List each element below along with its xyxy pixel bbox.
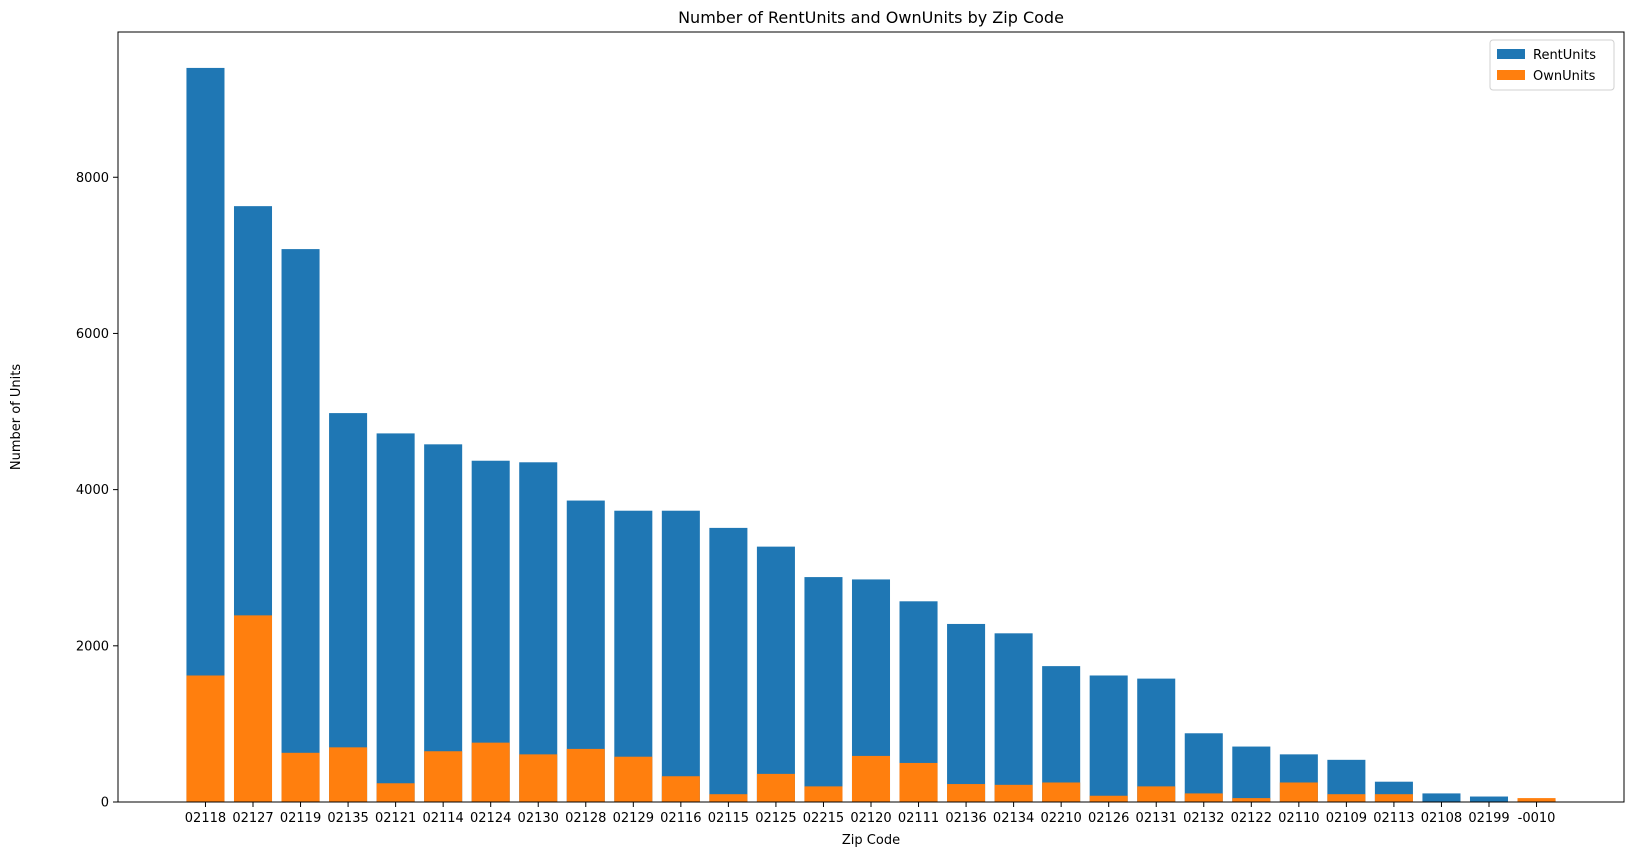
- bar-rentunits-02131: [1137, 678, 1176, 802]
- bar-ownunits-02131: [1137, 786, 1176, 802]
- x-tick-label: 02108: [1421, 811, 1462, 826]
- bar-ownunits-02130: [519, 754, 558, 802]
- bar-ownunits-02129: [614, 756, 653, 802]
- y-axis-label: Number of Units: [9, 364, 24, 470]
- x-axis-label: Zip Code: [842, 833, 900, 848]
- bar-ownunits-02125: [756, 773, 795, 802]
- x-tick-label: 02116: [660, 811, 701, 826]
- bar-rentunits-02126: [1089, 675, 1128, 802]
- x-tick-label: 02127: [232, 811, 273, 826]
- chart-title: Number of RentUnits and OwnUnits by Zip …: [678, 8, 1064, 27]
- bar-rentunits-02215: [804, 577, 843, 802]
- x-tick-label: 02121: [375, 811, 416, 826]
- legend: RentUnits OwnUnits: [1489, 39, 1615, 91]
- x-tick-label: 02110: [1278, 811, 1319, 826]
- x-tick-label: 02124: [470, 811, 511, 826]
- plot-frame: [117, 31, 1625, 803]
- bar-rentunits-02210: [1042, 666, 1081, 802]
- bar-ownunits-02113: [1374, 794, 1413, 802]
- x-tick-label: 02125: [755, 811, 796, 826]
- bar-rentunits-02125: [756, 546, 795, 802]
- bar-rentunits-02135: [329, 413, 368, 802]
- bars-layer: [186, 67, 1556, 803]
- y-axis-ticks: 0 2000 4000 6000 8000: [76, 171, 118, 811]
- x-tick-label: 02130: [518, 811, 559, 826]
- bar-ownunits-02126: [1089, 795, 1128, 802]
- bar-ownunits-02210: [1042, 782, 1081, 802]
- bar-ownunits-02109: [1327, 794, 1366, 802]
- x-tick-label: -0010: [1518, 811, 1556, 826]
- bar-rentunits-02116: [661, 510, 700, 802]
- bar-rentunits-02115: [709, 527, 748, 802]
- x-tick-label: 02128: [565, 811, 606, 826]
- y-tick-label: 4000: [76, 483, 109, 498]
- bar-ownunits--0010: [1517, 798, 1556, 802]
- bar-rentunits-02121: [376, 433, 415, 802]
- x-tick-label: 02120: [850, 811, 891, 826]
- x-tick-label: 02111: [898, 811, 939, 826]
- x-tick-label: 02131: [1136, 811, 1177, 826]
- bar-ownunits-02110: [1279, 782, 1318, 802]
- x-tick-label: 02134: [993, 811, 1034, 826]
- x-axis-ticks: 02118 02127 02119 02135 02121 02114 02124 02130…: [185, 802, 1556, 826]
- legend-label-rentunits: RentUnits: [1533, 48, 1596, 63]
- bar-ownunits-02114: [424, 751, 463, 802]
- y-tick-label: 2000: [76, 639, 109, 654]
- x-tick-label: 02109: [1326, 811, 1367, 826]
- x-tick-label: 02136: [945, 811, 986, 826]
- x-tick-label: 02210: [1040, 811, 1081, 826]
- x-tick-label: 02199: [1468, 811, 1509, 826]
- bar-ownunits-02118: [186, 675, 225, 802]
- bar-ownunits-02124: [471, 742, 510, 802]
- x-tick-label: 02135: [327, 811, 368, 826]
- bar-rentunits-02130: [519, 462, 558, 802]
- x-tick-label: 02118: [185, 811, 226, 826]
- bar-ownunits-02215: [804, 786, 843, 802]
- bar-rentunits-02134: [994, 633, 1033, 802]
- bar-ownunits-02115: [709, 794, 748, 802]
- x-tick-label: 02215: [803, 811, 844, 826]
- x-tick-label: 02113: [1373, 811, 1414, 826]
- bar-rentunits-02136: [947, 623, 986, 802]
- bar-rentunits-02129: [614, 510, 653, 802]
- x-tick-label: 02119: [280, 811, 321, 826]
- x-tick-label: 02132: [1183, 811, 1224, 826]
- bar-ownunits-02120: [851, 755, 891, 802]
- bar-rentunits-02132: [1184, 733, 1223, 802]
- bar-ownunits-02135: [329, 747, 368, 802]
- bar-ownunits-02128: [566, 748, 605, 802]
- bar-ownunits-02134: [994, 784, 1033, 802]
- bar-ownunits-02136: [947, 784, 986, 802]
- bar-ownunits-02132: [1184, 793, 1223, 802]
- bar-rentunits-02122: [1232, 746, 1271, 802]
- x-tick-label: 02129: [613, 811, 654, 826]
- bar-ownunits-02116: [661, 776, 700, 802]
- legend-swatch-rentunits: [1497, 49, 1525, 59]
- y-tick-label: 8000: [76, 171, 109, 186]
- bar-ownunits-02119: [281, 752, 320, 802]
- bar-ownunits-02111: [899, 762, 938, 802]
- x-tick-label: 02114: [422, 811, 463, 826]
- x-tick-label: 02122: [1231, 811, 1272, 826]
- x-tick-label: 02115: [708, 811, 749, 826]
- y-tick-label: 0: [101, 796, 109, 811]
- bar-rentunits-02199: [1469, 796, 1509, 802]
- bar-rentunits-02114: [424, 444, 463, 802]
- bar-ownunits-02127: [233, 615, 273, 802]
- bar-rentunits-02119: [281, 249, 320, 803]
- bar-ownunits-02121: [376, 783, 415, 802]
- y-tick-label: 6000: [76, 327, 109, 342]
- legend-label-ownunits: OwnUnits: [1533, 69, 1596, 84]
- legend-swatch-ownunits: [1497, 70, 1525, 80]
- bar-ownunits-02122: [1232, 798, 1271, 802]
- bar-rentunits-02108: [1422, 793, 1461, 802]
- x-tick-label: 02126: [1088, 811, 1129, 826]
